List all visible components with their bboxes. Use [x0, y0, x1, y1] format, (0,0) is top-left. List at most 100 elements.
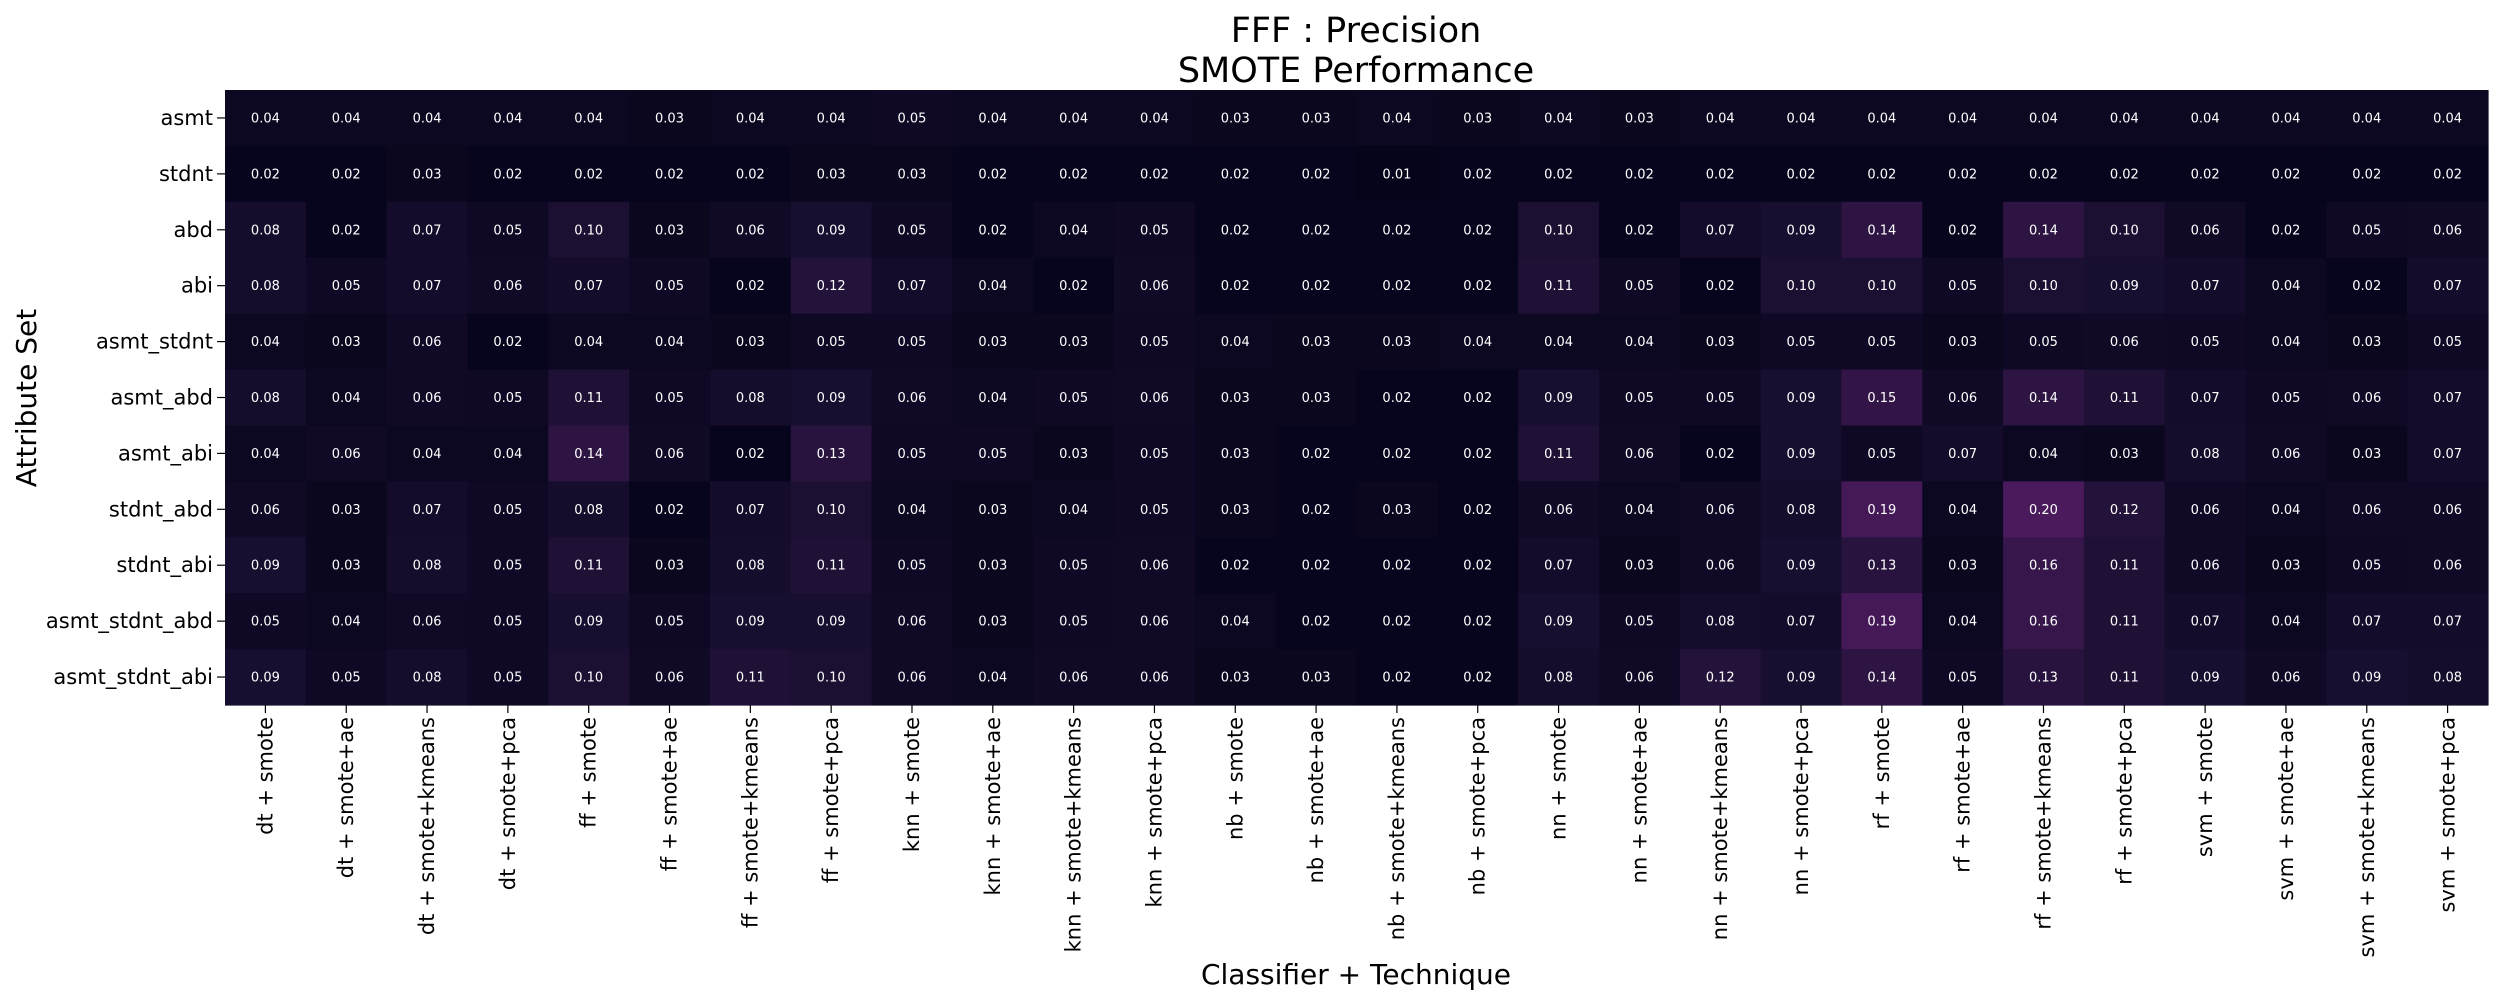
cell-value-label: 0.02 [655, 167, 684, 182]
cell-value-label: 0.05 [1140, 503, 1169, 518]
cell-value-label: 0.08 [251, 223, 280, 238]
heatmap-cell [2164, 537, 2247, 594]
heatmap-cell [1679, 481, 1762, 538]
cell-value-label: 0.08 [1544, 671, 1573, 686]
cell-value-label: 0.03 [1302, 335, 1331, 350]
heatmap-cell [1033, 90, 1115, 147]
heatmap-cell [1679, 537, 1762, 594]
cell-value-label: 0.02 [1221, 223, 1250, 238]
cell-value-label: 0.11 [2110, 391, 2139, 406]
heatmap-cell [629, 593, 711, 650]
heatmap-cell [2326, 369, 2408, 427]
heatmap-cell [1518, 593, 1600, 650]
cell-value-label: 0.02 [2110, 167, 2139, 182]
cell-value-label: 0.02 [736, 447, 765, 462]
heatmap-cell [1922, 313, 2004, 371]
heatmap-cell [305, 145, 388, 203]
cell-value-label: 0.06 [413, 615, 442, 630]
cell-value-label: 0.02 [1059, 279, 1088, 294]
cell-value-label: 0.06 [1140, 559, 1169, 574]
heatmap-cell [1922, 201, 2004, 259]
heatmap-cell [1518, 481, 1600, 538]
cell-value-label: 0.13 [2029, 671, 2058, 686]
heatmap-cell [1356, 90, 1438, 147]
heatmap-cell [2083, 481, 2166, 538]
heatmap-cell [2164, 145, 2247, 203]
heatmap-cell [386, 257, 469, 315]
cell-value-label: 0.03 [655, 111, 684, 126]
cell-value-label: 0.03 [2352, 447, 2381, 462]
heatmap-cell [1437, 145, 1519, 203]
heatmap-cell [2407, 257, 2489, 315]
cell-value-label: 0.04 [1544, 335, 1573, 350]
cell-value-label: 0.10 [574, 671, 603, 686]
heatmap-cell [1679, 257, 1762, 315]
heatmap-cell [709, 201, 792, 259]
heatmap-cell [952, 649, 1034, 706]
heatmap-cell [1033, 649, 1115, 706]
cell-value-label: 0.04 [655, 335, 684, 350]
cell-value-label: 0.04 [1059, 503, 1088, 518]
cell-value-label: 0.03 [978, 335, 1007, 350]
x-tick-label: ff + smote+pca [819, 717, 843, 883]
cell-value-label: 0.04 [2271, 503, 2300, 518]
cell-value-label: 0.09 [817, 391, 846, 406]
heatmap-cell [629, 313, 711, 371]
heatmap-cell [1194, 90, 1277, 147]
cell-value-label: 0.02 [1382, 223, 1411, 238]
cell-value-label: 0.04 [1787, 111, 1816, 126]
heatmap-cell [1437, 593, 1519, 650]
heatmap-cell [1760, 537, 1843, 594]
x-tick-label: rf + smote [1870, 717, 1894, 829]
heatmap-cell [1841, 201, 1923, 259]
heatmap-cell [790, 537, 873, 594]
cell-value-label: 0.07 [2352, 615, 2381, 630]
cell-value-label: 0.03 [1382, 335, 1411, 350]
heatmap-cell [1033, 369, 1115, 427]
cell-value-label: 0.06 [2352, 391, 2381, 406]
heatmap-cell [2164, 649, 2247, 706]
cell-value-label: 0.06 [1140, 671, 1169, 686]
heatmap-cell [2326, 481, 2408, 538]
cell-value-label: 0.05 [1140, 335, 1169, 350]
heatmap-cell [2083, 425, 2166, 482]
cell-value-label: 0.02 [1463, 391, 1492, 406]
heatmap-cell [2003, 593, 2085, 650]
heatmap-cell [629, 481, 711, 538]
cell-value-label: 0.04 [1059, 111, 1088, 126]
y-tick-label: stdnt_abi [116, 553, 213, 578]
cell-value-label: 0.09 [1787, 391, 1816, 406]
heatmap-cell [1760, 481, 1843, 538]
x-tick-label: svm + smote+ae [2274, 717, 2298, 901]
cell-value-label: 0.03 [1625, 559, 1654, 574]
heatmap-cell [2407, 481, 2489, 538]
x-tick-label: dt + smote+pca [496, 717, 520, 890]
cell-value-label: 0.07 [736, 503, 765, 518]
heatmap-cell [2326, 537, 2408, 594]
cell-value-label: 0.06 [655, 671, 684, 686]
cell-value-label: 0.03 [1221, 391, 1250, 406]
heatmap-cell [225, 481, 307, 538]
heatmap-cell [2407, 145, 2489, 203]
cell-value-label: 0.05 [1625, 279, 1654, 294]
heatmap-cell [1679, 90, 1762, 147]
cell-value-label: 0.02 [1787, 167, 1816, 182]
heatmap-cell [2245, 257, 2327, 315]
cell-value-label: 0.07 [574, 279, 603, 294]
cell-value-label: 0.11 [817, 559, 846, 574]
heatmap-cell [1437, 425, 1519, 482]
heatmap-cell [1114, 593, 1196, 650]
x-tick-label: rf + smote+kmeans [2031, 717, 2055, 930]
heatmap-cell [1194, 593, 1277, 650]
heatmap-cell [305, 649, 388, 706]
cell-value-label: 0.04 [898, 503, 927, 518]
x-tick-label: dt + smote+ae [334, 717, 358, 878]
heatmap-cell [1922, 425, 2004, 482]
heatmap-cell [2164, 90, 2247, 147]
cell-value-label: 0.06 [1948, 391, 1977, 406]
cell-value-label: 0.06 [1059, 671, 1088, 686]
cell-value-label: 0.02 [2433, 167, 2462, 182]
x-tick-label: nb + smote [1223, 717, 1247, 840]
heatmap-cell [1437, 481, 1519, 538]
cell-value-label: 0.04 [1382, 111, 1411, 126]
